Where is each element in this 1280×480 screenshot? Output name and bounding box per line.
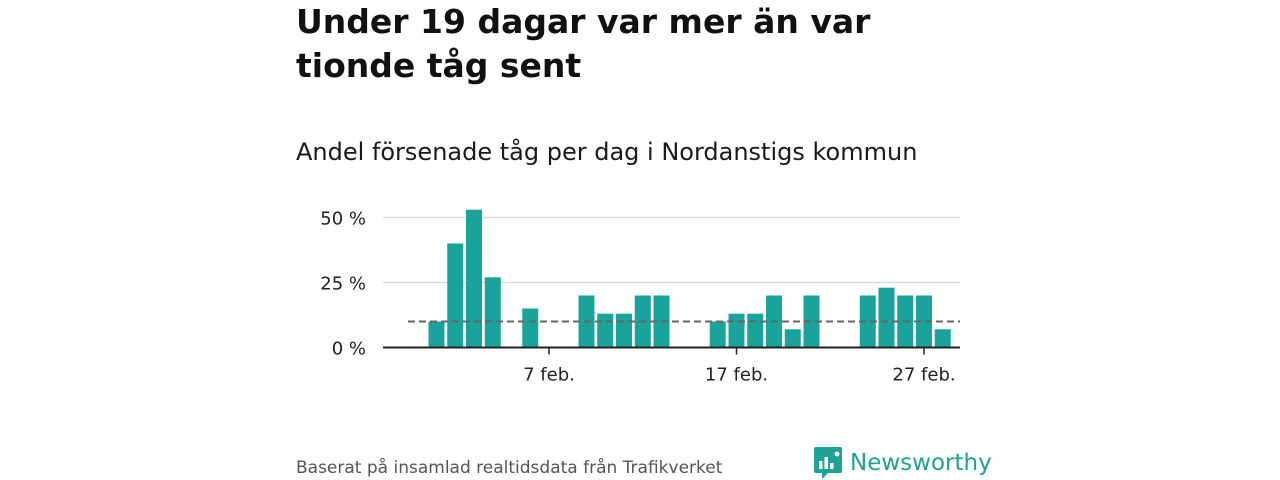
chart-headline: Under 19 dagar var mer än var tionde tåg…: [296, 2, 871, 85]
x-tick-label-2024-02-07: 7 feb.: [523, 365, 575, 386]
bar-2024-02-02: [447, 243, 464, 348]
bar-2024-02-10: [597, 313, 614, 348]
bar-2024-02-28: [934, 329, 951, 348]
bar-2024-02-17: [728, 313, 745, 348]
chart-subtitle: Andel försenade tåg per dag i Nordanstig…: [296, 138, 918, 166]
x-tick-label-2024-02-27: 27 feb.: [892, 365, 955, 386]
bar-2024-02-20: [784, 329, 801, 348]
bar-2024-02-24: [859, 295, 876, 348]
axes: [383, 346, 960, 355]
bar-2024-02-06: [522, 308, 539, 348]
bar-2024-02-21: [803, 295, 820, 348]
y-tick-label-50: 50 %: [320, 209, 366, 230]
brand-name: Newsworthy: [850, 450, 992, 476]
bar-2024-02-18: [747, 313, 764, 348]
bar-2024-02-11: [616, 313, 632, 348]
bar-2024-02-27: [916, 295, 932, 348]
tick-labels: 0 % 25 % 50 % 7 feb. 17 feb. 27 feb.: [320, 209, 955, 386]
bar-2024-02-03: [466, 209, 482, 348]
y-tick-label-25: 25 %: [320, 274, 366, 295]
bar-2024-02-25: [878, 287, 895, 348]
bar-2024-02-04: [484, 277, 501, 348]
y-tick-label-0: 0 %: [332, 339, 366, 360]
bar-2024-02-16: [709, 321, 726, 348]
newsworthy-logo-icon: [814, 447, 842, 479]
source-note: Baserat på insamlad realtidsdata från Tr…: [296, 458, 723, 478]
brand-logo-link[interactable]: Newsworthy: [814, 447, 992, 479]
x-tick-label-2024-02-17: 17 feb.: [705, 365, 768, 386]
bars: [428, 209, 951, 348]
bar-2024-02-01: [428, 321, 445, 348]
